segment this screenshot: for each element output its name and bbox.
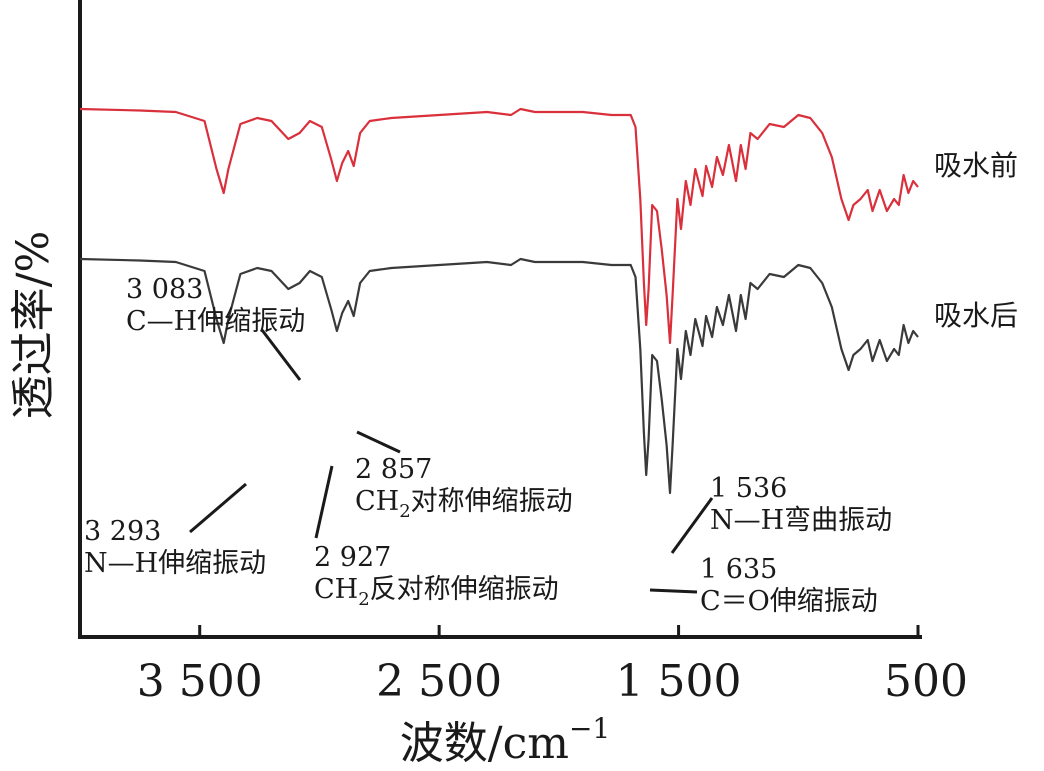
annotation-2927-line-2: CH2反对称伸缩振动 <box>314 574 559 610</box>
annotation-3293-line-1: 3 293 <box>84 516 161 547</box>
annotation-3083-line-2: C—H伸缩振动 <box>126 306 305 337</box>
legend-label-before: 吸水前 <box>934 149 1018 182</box>
annotation-1536-line-1: 1 536 <box>710 473 787 504</box>
leader-line-1536 <box>670 497 714 554</box>
x-axis-title-superscript: −1 <box>569 712 610 745</box>
annotation-2857-line-1: 2 857 <box>355 454 432 485</box>
annotation-leaders <box>189 329 714 594</box>
annotation-3293-line-2: N—H伸缩振动 <box>84 548 266 579</box>
series-layer <box>79 107 919 495</box>
leader-line-2857 <box>356 430 401 454</box>
leader-line-3293 <box>189 482 247 534</box>
annotation-1635-line-1: 1 635 <box>700 554 777 585</box>
annotation-3083-line-1: 3 083 <box>126 274 203 305</box>
y-axis-title: 透过率/% <box>8 231 59 420</box>
annotation-2927-line-1: 2 927 <box>314 542 391 573</box>
series-line-after <box>79 257 919 495</box>
legend-label-after: 吸水后 <box>934 299 1018 332</box>
x-tick-label-1500: 1 500 <box>616 656 742 707</box>
axes <box>78 0 922 639</box>
x-axis-title-text: 波数/cm <box>400 718 569 769</box>
series-line-before <box>79 107 919 345</box>
x-axis-title: 波数/cm−1 <box>400 712 610 769</box>
x-tick-label-3500: 3 500 <box>137 656 263 707</box>
annotation-2857-line-2: CH2对称伸缩振动 <box>355 486 573 522</box>
annotation-1536-line-2: N—H弯曲振动 <box>710 505 892 536</box>
x-ticks: 3 500 2 500 1 500 500 <box>137 625 968 707</box>
leader-line-1635 <box>649 588 698 594</box>
x-tick-label-500: 500 <box>884 656 968 707</box>
leader-line-3083 <box>260 329 302 381</box>
annotation-1635-line-2: C＝O伸缩振动 <box>700 586 878 617</box>
x-tick-label-2500: 2 500 <box>376 656 502 707</box>
leader-line-2927 <box>314 465 334 539</box>
